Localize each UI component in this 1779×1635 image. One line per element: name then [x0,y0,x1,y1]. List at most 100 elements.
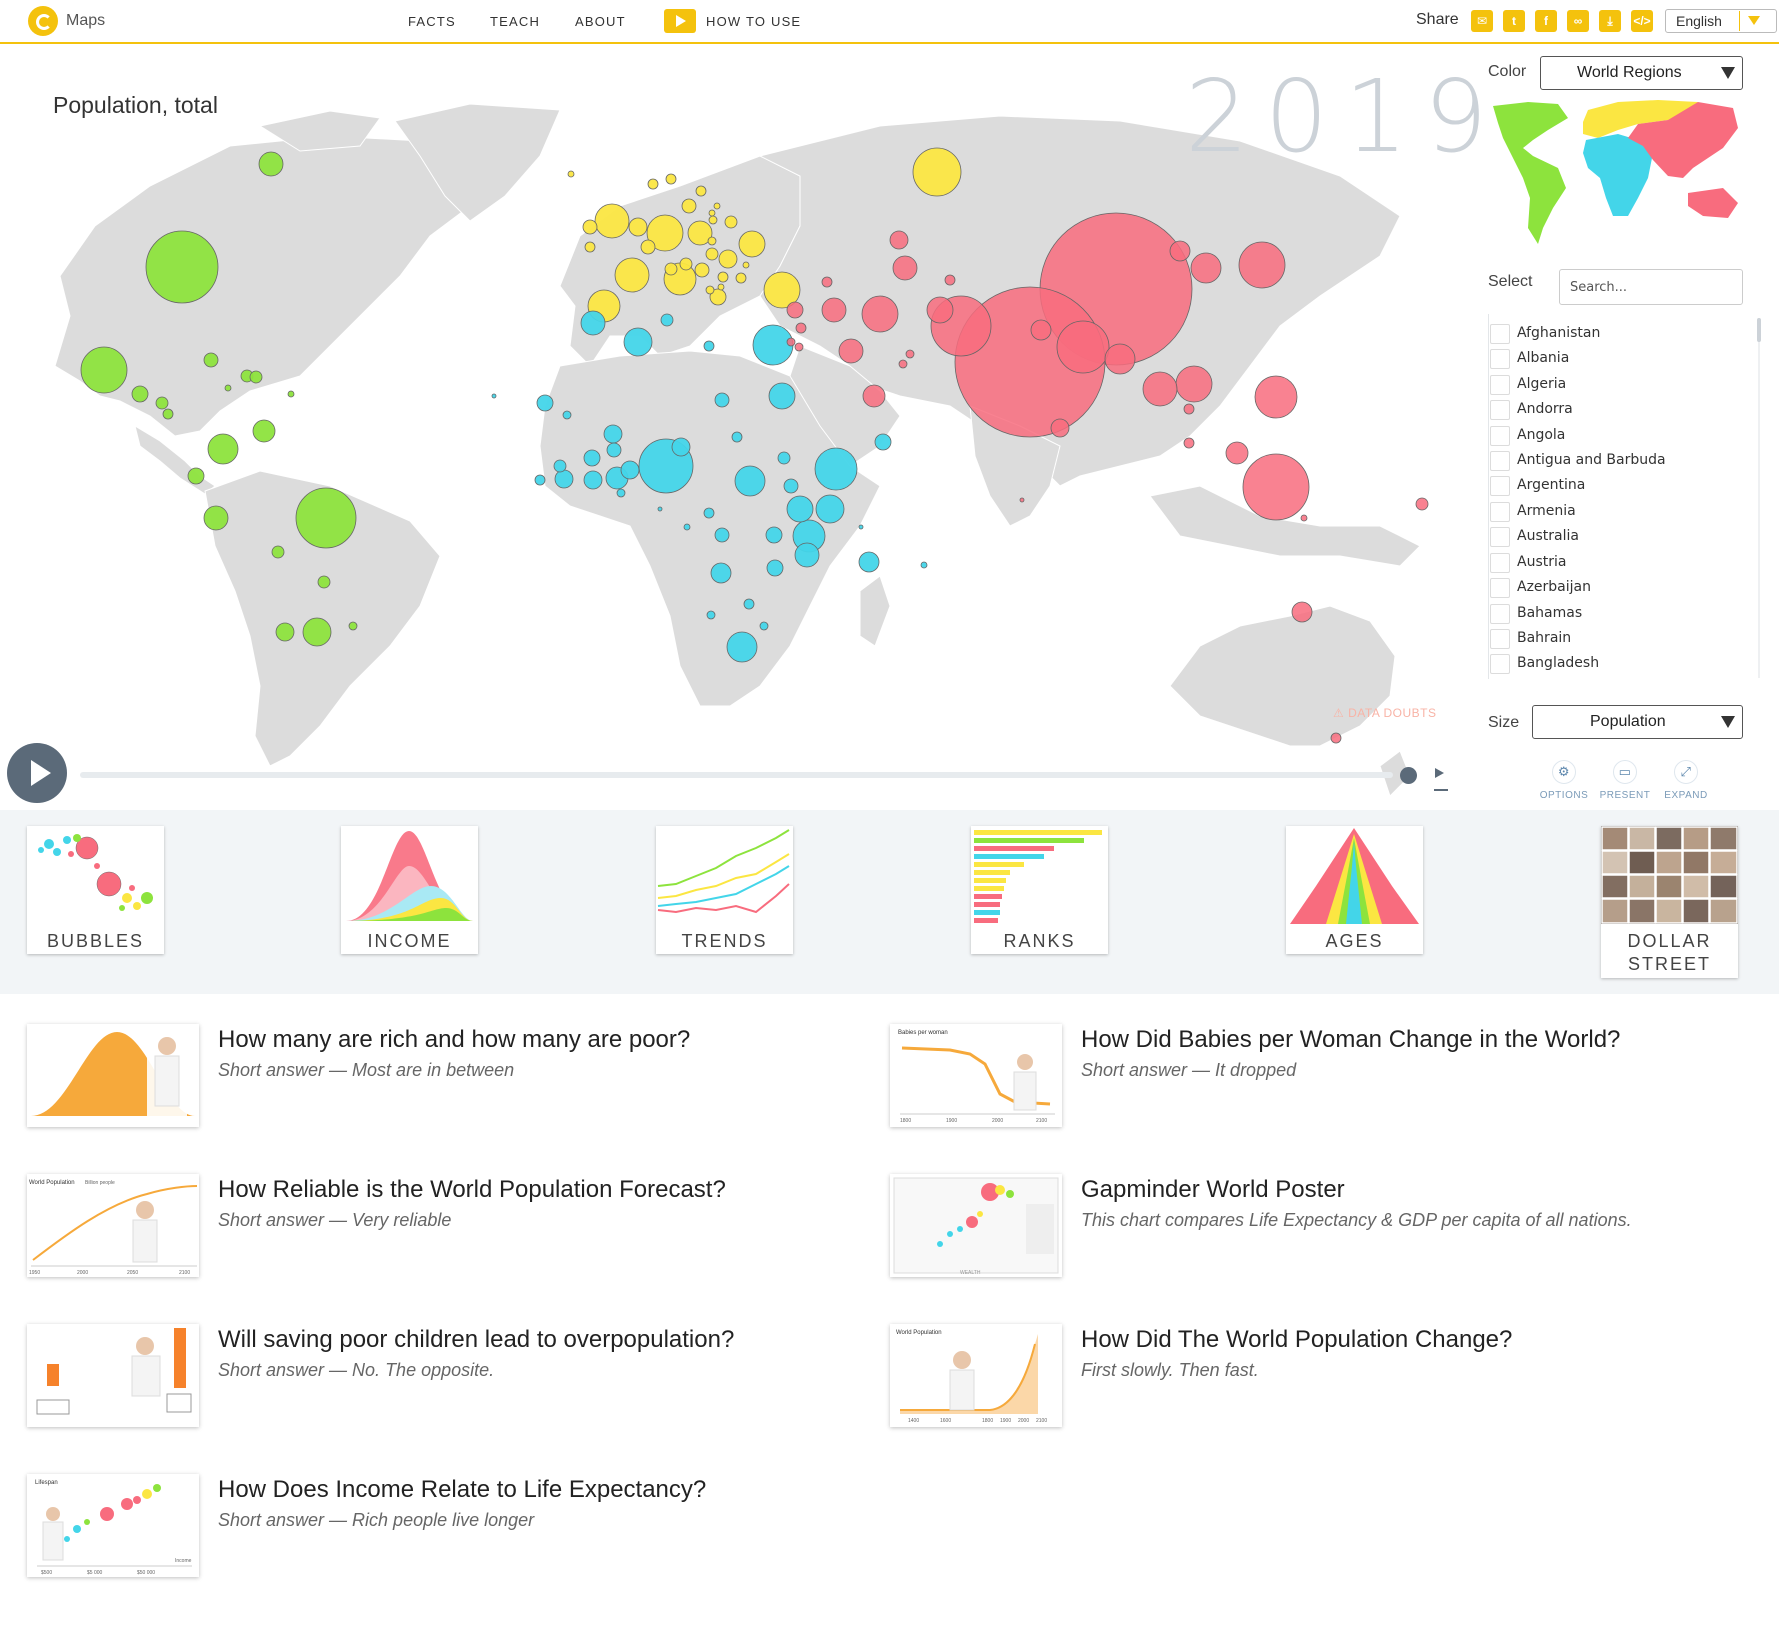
play-button[interactable] [7,743,67,803]
southeast-asia-islands [1149,485,1421,567]
tool-income[interactable]: INCOME [341,826,478,954]
language-value: English [1676,13,1722,29]
chevron-down-icon[interactable] [1721,67,1735,79]
bubble-sri-lanka [1050,418,1070,438]
checkbox[interactable] [1490,451,1510,471]
checkbox[interactable] [1490,654,1510,674]
checkbox[interactable] [1490,629,1510,649]
facebook-icon[interactable]: f [1535,10,1557,32]
madagascar-landmass [859,575,891,647]
size-label: Size [1488,714,1520,731]
app-name[interactable]: Maps [66,12,106,29]
video-thumbnail[interactable]: WEALTH [890,1174,1062,1277]
video-thumbnail[interactable] [27,1324,199,1427]
tool-label: DOLLAR STREET [1627,931,1712,974]
checkbox[interactable] [1490,375,1510,395]
nav-about[interactable]: ABOUT [575,14,626,29]
speed-toggle-icon[interactable] [1434,766,1450,796]
video-thumbnail[interactable]: World Population 1400 1600 1800 1900 200… [890,1324,1062,1427]
time-slider-handle[interactable] [1400,767,1417,784]
region-minimap[interactable] [1488,98,1743,248]
country-list: Afghanistan Albania Algeria Andorra Ango… [1488,314,1748,679]
color-select[interactable]: World Regions [1540,56,1743,90]
tool-ages[interactable]: AGES [1286,826,1423,954]
video-title[interactable]: How many are rich and how many are poor? [218,1026,691,1053]
bubble-map: Population, total 2019 ⚠ DATA DOUBTS [0,46,1488,810]
country-search-input[interactable] [1559,269,1743,305]
present-button[interactable]: ▭ PRESENT [1595,760,1655,801]
size-select[interactable]: Population [1532,705,1743,739]
tool-trends[interactable]: TRENDS [656,826,793,954]
bubble-oman [1019,497,1025,503]
nav-teach[interactable]: TEACH [490,14,541,29]
checkbox[interactable] [1490,476,1510,496]
chevron-down-icon[interactable] [1748,16,1760,25]
tool-label: TRENDS [681,931,768,951]
checkbox[interactable] [1490,604,1510,624]
indicator-title[interactable]: Population, total [53,92,218,118]
bubble-portugal [582,219,598,235]
video-thumbnail[interactable]: World Population Billion people 1950 200… [27,1174,199,1277]
time-slider-track[interactable] [80,772,1393,778]
bubble-lesotho [706,610,716,620]
world-map [54,103,1429,797]
chevron-down-icon[interactable] [1721,716,1735,728]
bubble-saudi-arabia [838,338,864,364]
bubble-iraq [821,297,847,323]
bubble-ivory-coast [583,470,603,490]
income-thumbnail [346,831,473,921]
checkbox[interactable] [1490,426,1510,446]
bubble-serbia [717,271,729,283]
video-thumbnail[interactable]: Babies per woman 1800 1900 2000 2100 [890,1024,1062,1127]
video-title[interactable]: How Did The World Population Change? [1081,1326,1513,1353]
video-thumbnail[interactable] [27,1024,199,1127]
video-title[interactable]: Will saving poor children lead to overpo… [218,1326,735,1353]
video-title[interactable]: How Reliable is the World Population For… [218,1176,726,1203]
country-name: Austria [1517,554,1567,570]
checkbox[interactable] [1490,553,1510,573]
list-scrollbar-track[interactable] [1758,318,1760,678]
checkbox[interactable] [1490,349,1510,369]
video-title[interactable]: Gapminder World Poster [1081,1176,1345,1203]
checkbox[interactable] [1490,527,1510,547]
tool-dollar-street[interactable]: DOLLAR STREET [1601,826,1738,978]
expand-button[interactable]: ⤢ EXPAND [1656,760,1716,801]
bubble-egypt [752,324,794,366]
bubble-norway [695,185,707,197]
checkbox[interactable] [1490,400,1510,420]
africa-landmass [539,350,881,707]
bubble-iceland [567,170,575,178]
play-video-icon[interactable] [664,9,696,33]
embed-icon[interactable]: </> [1631,10,1653,32]
tool-bubbles[interactable]: BUBBLES [27,826,164,954]
video-title[interactable]: How Did Babies per Woman Change in the W… [1081,1026,1621,1053]
bubble-israel [786,337,796,347]
download-icon[interactable]: ⤓ [1599,10,1621,32]
bubble-tunisia [660,313,674,327]
thumb-tick-label: 2000 [1018,1418,1029,1424]
checkbox[interactable] [1490,578,1510,598]
link-icon[interactable]: ∞ [1567,10,1589,32]
nav-how-to-use[interactable]: HOW TO USE [706,14,802,29]
bubble-finland [647,178,659,190]
nav-facts[interactable]: FACTS [408,14,456,29]
gapminder-logo-icon[interactable] [28,6,58,36]
twitter-icon[interactable]: t [1503,10,1525,32]
minimap-asia [1628,102,1738,218]
thumb-tick-label: $500 [41,1570,52,1576]
bubble-uk [594,203,630,239]
options-button[interactable]: ⚙ OPTIONS [1534,760,1594,801]
video-thumbnail[interactable]: Lifespan $500 $5 000 $50 000 Income [27,1474,199,1577]
south-america-landmass [204,470,441,767]
bubble-dominican [249,370,263,384]
thumb-chart-label: Babies per woman [898,1030,948,1036]
tool-ranks[interactable]: RANKS [971,826,1108,954]
thumb-tick-label: $50 000 [137,1570,155,1576]
checkbox[interactable] [1490,502,1510,522]
list-scrollbar-thumb[interactable] [1757,318,1761,342]
mail-icon[interactable]: ✉ [1471,10,1493,32]
language-select[interactable]: English [1665,9,1777,33]
video-title[interactable]: How Does Income Relate to Life Expectanc… [218,1476,707,1503]
checkbox[interactable] [1490,324,1510,344]
data-doubts-link[interactable]: ⚠ DATA DOUBTS [1333,706,1437,720]
